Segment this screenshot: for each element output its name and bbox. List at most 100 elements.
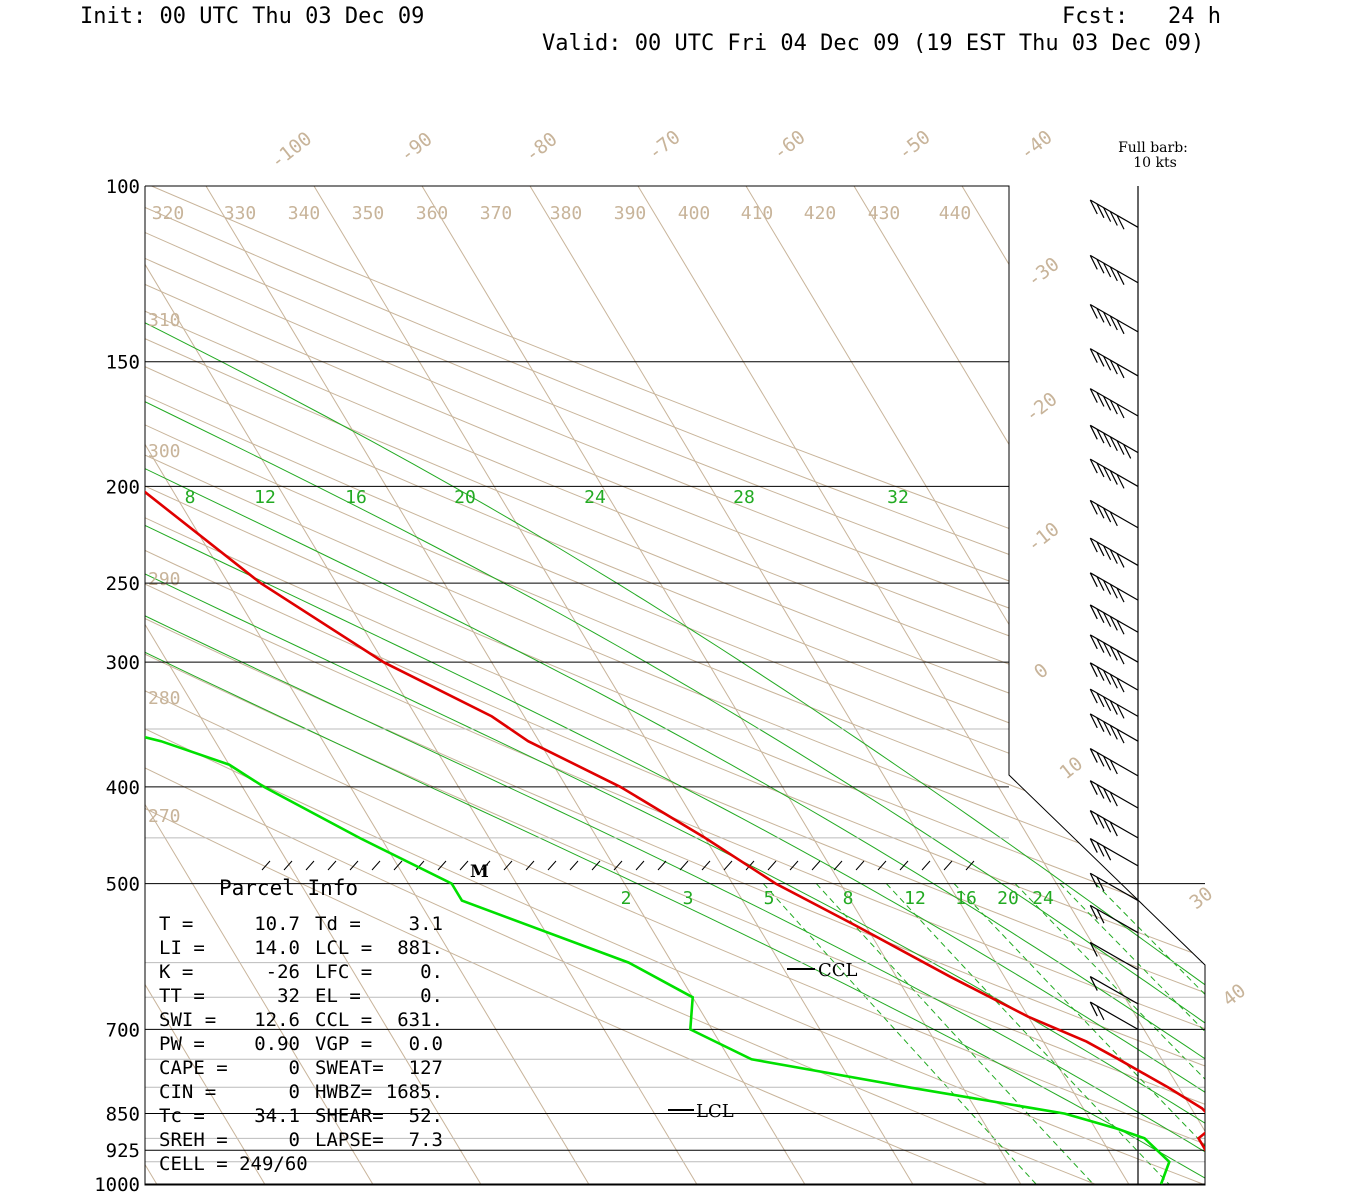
wind-barb	[1089, 572, 1139, 603]
wind-barb-shaft	[1089, 1001, 1139, 1030]
parcel-info-value: 32	[277, 985, 300, 1007]
theta-label: 320	[152, 203, 185, 224]
wind-barb-flag	[1116, 270, 1125, 285]
isotherm-line	[313, 186, 914, 1185]
theta-label: 430	[868, 203, 901, 224]
wind-barb-flag	[1089, 537, 1098, 553]
isotherm-line	[145, 186, 698, 1185]
mixing-ratio-label: 24	[1032, 888, 1054, 909]
pressure-label: 400	[106, 777, 140, 799]
wind-barb-flag	[1109, 315, 1118, 331]
isotherm-line	[1177, 186, 1205, 1185]
wind-barb-shaft	[1089, 303, 1139, 333]
parcel-info-key: LFC =	[315, 961, 372, 983]
wind-barb-flag	[1103, 642, 1112, 657]
wind-barb-flag	[1116, 704, 1125, 719]
pressure-label: 850	[106, 1104, 140, 1126]
wind-barb-shaft	[1089, 634, 1139, 663]
wind-barb-flag	[1109, 470, 1118, 485]
wind-barb	[1089, 604, 1139, 635]
hatch-mark	[899, 860, 909, 871]
wind-barb-flag	[1096, 1005, 1105, 1021]
pressure-label: 100	[106, 176, 140, 198]
wind-barb-flag	[1089, 348, 1098, 363]
isotherm-label: -30	[1023, 253, 1064, 291]
pressure-label: 250	[106, 573, 140, 595]
wind-barb-flag	[1089, 976, 1098, 991]
wind-barb	[1089, 634, 1139, 665]
wind-barb-flag	[1109, 436, 1118, 452]
wind-barb-flag	[1116, 474, 1125, 489]
wind-barb-flag	[1109, 211, 1118, 226]
theta-label: 370	[480, 203, 513, 224]
wind-barb-flag	[1096, 392, 1105, 407]
hatch-mark	[415, 860, 425, 871]
theta-label: 440	[939, 203, 972, 224]
wind-barb-flag	[1089, 810, 1098, 825]
isotherm-line	[145, 186, 482, 1185]
parcel-info-value: -26	[266, 961, 300, 983]
wind-barb-flag	[1096, 752, 1105, 767]
isotherm-line	[205, 186, 806, 1185]
parcel-info-key: CAPE =	[159, 1057, 228, 1079]
wind-barb	[1089, 199, 1139, 230]
isotherm-line	[0, 186, 49, 1184]
isotherm-line	[145, 186, 266, 1185]
theta-label: 340	[288, 203, 321, 224]
dry-adiabat	[145, 186, 987, 1185]
wind-barb-flag	[1096, 503, 1105, 519]
pressure-label: 925	[106, 1140, 140, 1162]
parcel-info-key: PW =	[159, 1033, 205, 1055]
parcel-info-title: Parcel Info	[219, 876, 358, 900]
wind-barb-shaft	[1089, 424, 1139, 454]
wind-barb-flag	[1096, 666, 1105, 681]
parcel-info-key: SWEAT=	[315, 1057, 384, 1079]
wind-barb-flag	[1096, 908, 1105, 924]
wind-barb-flag	[1096, 692, 1105, 708]
wind-barb-flag	[1103, 788, 1112, 803]
parcel-info-value: 0	[289, 1129, 300, 1151]
wind-barb-flag	[1089, 304, 1098, 319]
wind-barb-flag	[1089, 634, 1098, 650]
wind-barb-flag	[1103, 696, 1112, 712]
forecast-hour: Fcst: 24 h	[1062, 4, 1221, 29]
moist-adiabat-label: 32	[887, 487, 909, 508]
wind-barb-flag	[1103, 580, 1112, 595]
parcel-info-key: LCL =	[315, 937, 372, 959]
moist-adiabat-label: 12	[254, 487, 276, 508]
wind-barb-flag	[1103, 755, 1112, 771]
wind-barb-flag	[1116, 587, 1125, 603]
mixing-ratio-label: 8	[843, 888, 854, 909]
isotherm-line	[145, 186, 374, 1185]
wind-barb	[1089, 941, 1139, 971]
parcel-info-value: 1685.	[386, 1081, 443, 1103]
parcel-info-value: 52.	[409, 1105, 443, 1127]
mixing-ratio-label: 5	[764, 888, 775, 909]
parcel-info-value: 34.1	[254, 1105, 300, 1127]
isotherm-label: -60	[769, 126, 810, 164]
wind-barb-flag	[1089, 942, 1098, 957]
wind-barb-flag	[1109, 584, 1118, 599]
wind-barb-flag	[1103, 721, 1112, 736]
wind-barb-shaft	[1089, 662, 1139, 691]
dewpoint-profile	[145, 227, 1171, 1185]
parcel-info-key: LAPSE=	[315, 1129, 384, 1151]
wind-barb-flag	[1096, 784, 1105, 799]
theta-label: 300	[148, 441, 181, 462]
dry-adiabat	[145, 186, 1205, 1185]
parcel-info-value: 12.6	[254, 1009, 300, 1031]
hatch-mark	[503, 860, 513, 871]
hatch-mark	[789, 860, 799, 871]
wind-barb-flag	[1103, 207, 1112, 222]
mixing-ratio-line	[762, 883, 1037, 1185]
wind-barb	[1089, 348, 1139, 379]
parcel-info-value: 10.7	[254, 913, 300, 935]
wind-barb-flag	[1089, 572, 1098, 588]
parcel-info-value: 0.0	[409, 1033, 443, 1055]
mixing-ratio-line	[1095, 883, 1205, 1185]
wind-barb-shaft	[1089, 537, 1139, 566]
hatch-mark	[283, 860, 293, 871]
wind-barb-flag	[1103, 396, 1112, 411]
theta-label: 350	[352, 203, 385, 224]
wind-barb	[1089, 872, 1139, 902]
